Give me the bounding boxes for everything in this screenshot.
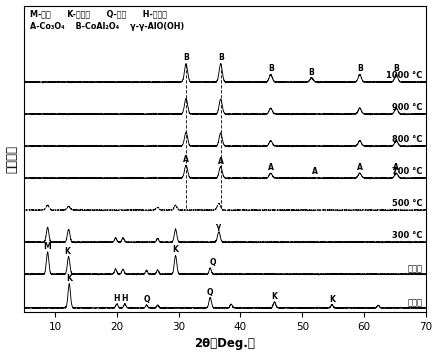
Text: A: A bbox=[268, 163, 274, 172]
Text: A: A bbox=[183, 155, 189, 164]
Text: Q: Q bbox=[207, 288, 213, 297]
Text: 900 °C: 900 °C bbox=[392, 103, 423, 112]
Text: K: K bbox=[272, 292, 277, 301]
Y-axis label: 相对强度: 相对强度 bbox=[6, 145, 18, 173]
Text: H: H bbox=[122, 294, 128, 303]
Text: γ: γ bbox=[216, 222, 222, 231]
Text: B: B bbox=[268, 64, 274, 73]
Text: M: M bbox=[44, 242, 52, 251]
Text: 前驱体: 前驱体 bbox=[408, 265, 423, 273]
X-axis label: 2θ（Deg.）: 2θ（Deg.） bbox=[194, 337, 255, 350]
Text: M-云母      K-高岭石      Q-石英      H-埃洛石: M-云母 K-高岭石 Q-石英 H-埃洛石 bbox=[30, 9, 167, 18]
Text: A: A bbox=[311, 167, 318, 176]
Text: B: B bbox=[218, 53, 223, 62]
Text: A: A bbox=[357, 163, 363, 172]
Text: B: B bbox=[309, 68, 314, 77]
Text: K: K bbox=[64, 247, 71, 256]
Text: H: H bbox=[113, 294, 120, 303]
Text: A: A bbox=[218, 157, 224, 166]
Text: K: K bbox=[329, 294, 335, 304]
Text: 800 °C: 800 °C bbox=[392, 135, 423, 144]
Text: B: B bbox=[393, 64, 399, 73]
Text: Q: Q bbox=[209, 258, 216, 267]
Text: K: K bbox=[66, 274, 72, 283]
Text: 1000 °C: 1000 °C bbox=[386, 71, 423, 80]
Text: A: A bbox=[393, 163, 399, 172]
Text: 700 °C: 700 °C bbox=[392, 167, 423, 176]
Text: A-Co₃O₄    B-CoAl₂O₄    γ-γ-AlO(OH): A-Co₃O₄ B-CoAl₂O₄ γ-γ-AlO(OH) bbox=[30, 22, 184, 31]
Text: 300 °C: 300 °C bbox=[392, 231, 423, 240]
Text: Q: Q bbox=[143, 295, 150, 304]
Text: B: B bbox=[183, 53, 189, 62]
Text: K: K bbox=[173, 245, 179, 254]
Text: B: B bbox=[357, 64, 363, 73]
Text: 高岭土: 高岭土 bbox=[408, 298, 423, 307]
Text: 500 °C: 500 °C bbox=[392, 199, 423, 208]
